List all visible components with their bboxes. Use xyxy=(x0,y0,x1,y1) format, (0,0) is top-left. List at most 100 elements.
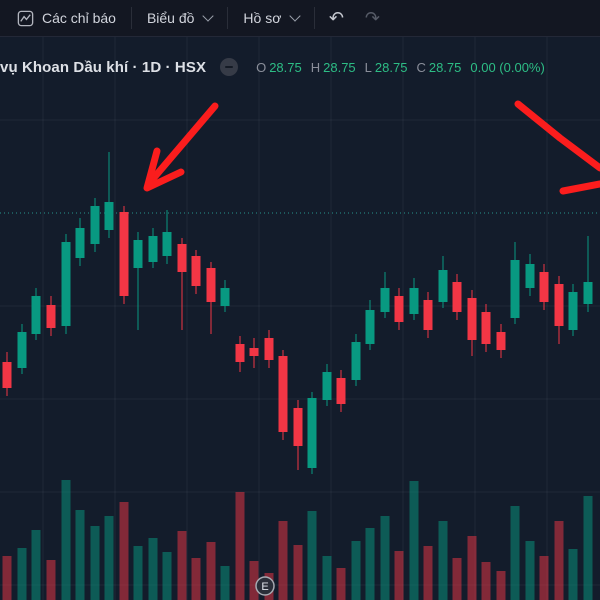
volume-bar xyxy=(191,558,201,600)
candle-body xyxy=(17,332,27,368)
indicators-button[interactable]: Các chỉ báo xyxy=(4,4,128,32)
event-badge-label: E xyxy=(261,581,268,593)
volume-bar xyxy=(61,480,71,600)
candle-body xyxy=(235,344,245,362)
candle-body xyxy=(191,256,201,286)
symbol-title[interactable]: vụ Khoan Dầu khí · 1D · HSX xyxy=(0,58,207,76)
candle-body xyxy=(438,270,448,302)
volume-bar xyxy=(104,516,114,600)
drawing-arrow-shaft[interactable] xyxy=(514,100,600,172)
change-value: 0.00 (0.00%) xyxy=(470,59,545,75)
volume-bar xyxy=(293,545,303,600)
volume-bar xyxy=(496,571,506,600)
candle-body xyxy=(46,305,56,328)
volume-bar xyxy=(119,502,129,600)
volume-bar xyxy=(481,562,491,600)
candle-body xyxy=(264,338,274,360)
volume-bar xyxy=(351,541,361,600)
candle-body xyxy=(568,292,578,330)
open-label: O xyxy=(256,59,267,75)
chart-menu-button[interactable]: Biểu đồ xyxy=(135,4,224,32)
candle-body xyxy=(177,244,187,272)
ohlc-readout: O 28.75 H 28.75 L 28.75 C 28.75 0.00 (0.00%) xyxy=(256,60,545,75)
candle-body xyxy=(423,300,433,330)
volume-bar xyxy=(568,549,578,600)
drawing-arrow-head[interactable] xyxy=(143,147,185,192)
volume-bar xyxy=(307,511,317,600)
volume-bar xyxy=(380,516,390,600)
close-value: 28.75 xyxy=(428,59,462,75)
candle-body xyxy=(75,228,85,258)
candle-body xyxy=(452,282,462,312)
volume-bar xyxy=(452,558,462,600)
candle-body xyxy=(336,378,346,404)
candle-body xyxy=(380,288,390,312)
candle-body xyxy=(525,264,535,288)
volume-bar xyxy=(394,551,404,600)
toolbar-divider xyxy=(314,7,316,29)
candle-body xyxy=(31,296,41,334)
volume-bar xyxy=(31,530,41,600)
candle-body xyxy=(220,288,230,306)
candle-body xyxy=(351,342,361,380)
volume-bar xyxy=(2,556,12,600)
open-value: 28.75 xyxy=(269,59,302,75)
candle-body xyxy=(322,372,332,400)
chart-pane[interactable]: E vụ Khoan Dầu khí · 1D · HSX O 28.75 H 28… xyxy=(0,36,600,600)
collapse-legend-button[interactable] xyxy=(220,58,239,76)
candle-body xyxy=(249,348,259,356)
volume-bar xyxy=(220,566,230,600)
toolbar-divider xyxy=(130,7,132,29)
drawing-arrow-head[interactable] xyxy=(559,180,600,195)
price-chart[interactable]: E xyxy=(0,36,600,600)
volume-bar xyxy=(539,556,549,600)
candle-body xyxy=(539,272,549,302)
candle-body xyxy=(481,312,491,344)
volume-bar xyxy=(235,492,245,600)
profile-menu-button[interactable]: Hồ sơ xyxy=(231,4,311,32)
candle-body xyxy=(307,398,317,468)
volume-bar xyxy=(278,521,288,600)
candle-body xyxy=(496,332,506,350)
candle-body xyxy=(583,282,593,304)
minus-icon xyxy=(225,66,234,68)
volume-bar xyxy=(177,531,187,600)
high-label: H xyxy=(310,59,321,75)
volume-bar xyxy=(365,528,375,600)
volume-bar xyxy=(75,510,85,600)
high-value: 28.75 xyxy=(323,59,356,75)
candle-body xyxy=(293,408,303,446)
candle-body xyxy=(365,310,375,344)
volume-bar xyxy=(409,481,419,600)
volume-bar xyxy=(46,560,56,600)
candle-body xyxy=(554,284,564,326)
toolbar-divider xyxy=(227,7,229,29)
volume-bar xyxy=(249,561,259,600)
candle-body xyxy=(2,362,12,388)
symbol-legend: vụ Khoan Dầu khí · 1D · HSX O 28.75 H 28.7… xyxy=(0,58,545,76)
candle-body xyxy=(278,356,288,432)
volume-bar xyxy=(583,496,593,600)
volume-bar xyxy=(438,521,448,600)
volume-bar xyxy=(206,542,216,600)
top-toolbar: Các chỉ báo Biểu đồ Hồ sơ ↶ ↷ xyxy=(0,0,600,37)
candle-body xyxy=(90,206,100,244)
event-badge[interactable] xyxy=(255,576,275,596)
candle-body xyxy=(510,260,520,318)
low-value: 28.75 xyxy=(374,59,408,75)
volume-bar xyxy=(423,546,433,600)
volume-bar xyxy=(133,546,143,600)
drawing-arrow-shaft[interactable] xyxy=(148,102,219,184)
volume-bar xyxy=(162,552,172,600)
chart-menu-label: Biểu đồ xyxy=(146,10,195,26)
indicators-button-label: Các chỉ báo xyxy=(42,10,116,26)
undo-button[interactable]: ↶ xyxy=(318,4,354,32)
volume-bar xyxy=(322,556,332,600)
redo-button[interactable]: ↷ xyxy=(354,4,390,32)
low-label: L xyxy=(364,59,372,75)
close-label: C xyxy=(416,59,426,75)
volume-bar xyxy=(336,568,346,600)
candle-body xyxy=(467,298,477,340)
volume-bar xyxy=(148,538,158,600)
